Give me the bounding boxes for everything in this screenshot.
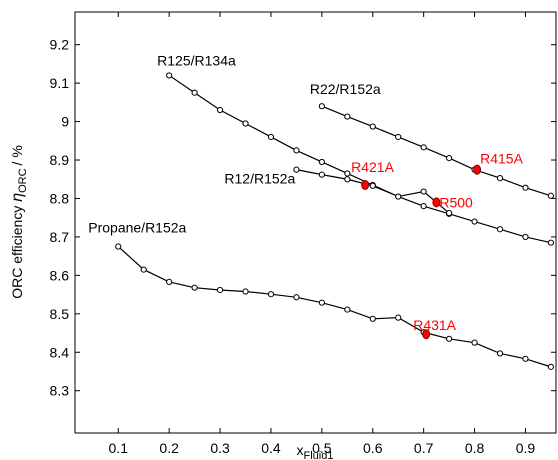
highlight-point <box>422 329 431 340</box>
data-point <box>293 166 300 173</box>
data-point <box>293 147 300 154</box>
data-point <box>522 233 529 241</box>
data-point <box>344 113 351 120</box>
x-tick-label: 0.1 <box>109 440 129 456</box>
x-label-sub: Fluid1 <box>304 450 334 460</box>
x-tick-label: 0.7 <box>414 440 434 456</box>
data-point <box>242 120 249 127</box>
data-point <box>318 299 325 306</box>
data-point <box>115 243 122 250</box>
y-tick-label: 8.8 <box>50 190 70 206</box>
data-point <box>267 133 275 141</box>
x-tick-label: 0.6 <box>363 440 383 456</box>
highlight-label: R421A <box>351 159 394 175</box>
data-point <box>522 355 529 362</box>
y-tick-label: 8.9 <box>50 152 70 168</box>
highlight-label: R415A <box>480 151 523 167</box>
x-label-main: x <box>297 442 304 458</box>
x-tick-label: 0.5 <box>312 440 332 456</box>
data-point <box>547 239 555 246</box>
data-point <box>446 335 453 342</box>
y-tick-label: 9.1 <box>50 75 70 91</box>
data-point <box>420 144 427 151</box>
data-point <box>318 103 325 110</box>
data-point <box>446 155 453 162</box>
data-point <box>496 226 504 233</box>
data-point <box>344 170 351 177</box>
x-tick-label: 0.9 <box>516 440 536 456</box>
data-point <box>547 363 555 370</box>
y-label-main: ORC efficiency <box>9 202 25 299</box>
data-point <box>496 350 504 357</box>
data-point <box>420 203 427 210</box>
y-label-sub: ORC <box>17 168 29 193</box>
data-point <box>496 174 504 182</box>
data-point <box>547 192 555 199</box>
series-label: R12/R152a <box>224 171 295 187</box>
data-point <box>191 284 198 291</box>
y-tick-label: 8.7 <box>50 229 70 245</box>
data-point <box>395 193 402 200</box>
data-point <box>267 291 275 298</box>
data-point <box>318 158 325 166</box>
data-point <box>522 184 529 191</box>
series-label: R125/R134a <box>157 52 236 68</box>
data-point <box>344 306 351 313</box>
data-point <box>216 106 224 114</box>
data-point <box>395 133 402 141</box>
y-tick-label: 8.4 <box>50 344 70 360</box>
x-tick-label: 0.3 <box>210 440 230 456</box>
y-label-unit: / % <box>9 145 25 165</box>
y-tick-label: 8.3 <box>50 383 70 399</box>
y-label-symbol: η <box>9 193 26 202</box>
data-point <box>166 278 173 286</box>
data-point <box>318 171 325 178</box>
data-point <box>191 89 198 96</box>
highlight-point <box>361 180 370 191</box>
highlight-point <box>432 197 441 208</box>
series-line <box>117 246 552 368</box>
x-axis-label: xFluid1 <box>297 442 334 460</box>
x-tick-label: 0.8 <box>465 440 485 456</box>
highlight-label: R500 <box>439 194 473 210</box>
series-label: R22/R152a <box>310 81 381 97</box>
series-line <box>321 105 552 197</box>
data-point <box>395 314 402 321</box>
data-point <box>369 182 376 189</box>
data-point <box>471 218 478 225</box>
data-point <box>140 266 147 273</box>
series-label: Propane/R152a <box>88 220 186 236</box>
data-point <box>369 123 376 130</box>
data-point <box>446 209 453 217</box>
y-tick-label: 9 <box>61 114 69 130</box>
data-point <box>471 339 478 346</box>
data-point <box>293 294 300 301</box>
x-tick-label: 0.2 <box>159 440 179 456</box>
highlight-label: R431A <box>413 317 456 333</box>
x-tick-label: 0.4 <box>261 440 281 456</box>
series-line <box>168 74 552 244</box>
plot-frame <box>74 11 557 434</box>
data-point <box>344 176 351 183</box>
data-point <box>369 315 376 322</box>
highlight-point <box>473 164 482 175</box>
data-point <box>166 72 173 79</box>
y-tick-label: 8.6 <box>50 267 70 283</box>
y-tick-label: 8.5 <box>50 306 70 322</box>
data-point <box>216 286 224 294</box>
data-point <box>420 188 427 195</box>
data-point <box>242 288 249 295</box>
y-axis-label: ORC efficiency ηORC / % <box>9 145 29 299</box>
y-tick-label: 9.2 <box>50 37 70 53</box>
